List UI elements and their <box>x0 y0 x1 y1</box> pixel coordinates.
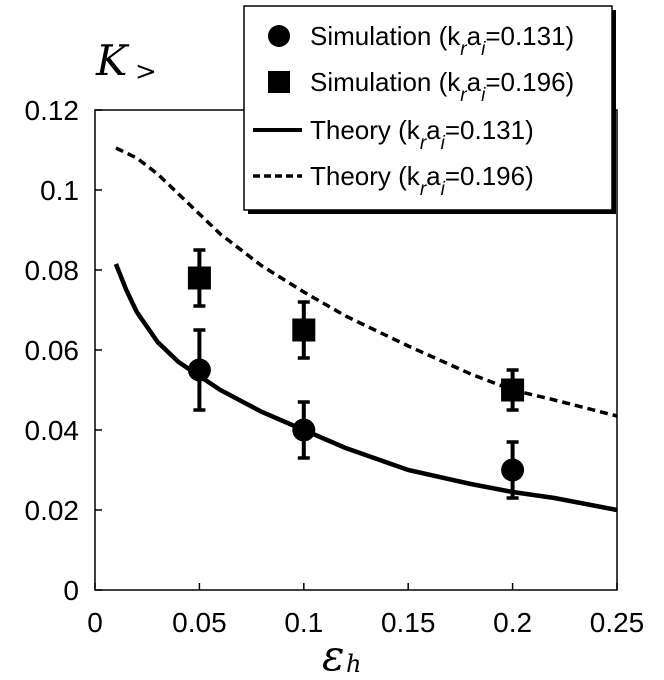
legend-label: Simulation (krai=0.131) <box>310 21 574 60</box>
y-tick-label: 0.06 <box>25 335 80 366</box>
data-point-circle <box>292 418 316 442</box>
y-tick-label: 0.08 <box>25 255 80 286</box>
legend-box <box>243 5 613 211</box>
x-tick-label: 0 <box>87 607 103 638</box>
legend-item: Simulation (krai=0.196) <box>268 67 574 106</box>
y-tick-label: 0.12 <box>25 95 80 126</box>
x-axis-label-subscript: h <box>346 650 361 678</box>
y-tick-label: 0 <box>63 575 79 606</box>
legend-marker-circle <box>268 25 290 47</box>
legend-label: Theory (krai=0.131) <box>310 115 534 154</box>
x-axis-ticks: 0 0.05 0.1 0.15 0.2 0.25 <box>87 583 644 638</box>
y-tick-label: 0.1 <box>40 175 79 206</box>
simulation-points <box>187 248 525 500</box>
x-axis-label: ε <box>322 631 345 680</box>
data-point-square <box>501 378 525 402</box>
x-tick-label: 0.15 <box>381 607 436 638</box>
plot-area: 0 0.02 0.04 0.06 0.08 0.1 0.12 0 0.05 0.1 0.15 0.2… <box>25 95 645 638</box>
x-tick-label: 0.05 <box>172 607 227 638</box>
data-point-circle <box>187 358 211 382</box>
x-tick-label: 0.1 <box>284 607 323 638</box>
y-tick-label: 0.02 <box>25 495 80 526</box>
y-axis-label: K <box>95 36 130 85</box>
legend-label: Simulation (krai=0.196) <box>310 67 574 106</box>
y-axis-ticks: 0 0.02 0.04 0.06 0.08 0.1 0.12 <box>25 95 102 606</box>
legend-item: Theory (krai=0.196) <box>253 161 534 200</box>
theory-curve-solid <box>113 263 618 513</box>
legend-item: Simulation (krai=0.131) <box>268 21 574 60</box>
legend-marker-square <box>268 71 290 93</box>
data-point-circle <box>501 458 525 482</box>
legend: Simulation (krai=0.131) Simulation (krai=… <box>243 5 616 214</box>
y-tick-label: 0.04 <box>25 415 80 446</box>
y-axis-label-subscript: > <box>135 57 157 87</box>
x-tick-label: 0.25 <box>590 607 645 638</box>
data-point-square <box>292 318 316 342</box>
legend-item: Theory (krai=0.131) <box>253 115 534 154</box>
data-point-square <box>187 266 211 290</box>
x-tick-label: 0.2 <box>493 607 532 638</box>
legend-label: Theory (krai=0.196) <box>310 161 534 200</box>
